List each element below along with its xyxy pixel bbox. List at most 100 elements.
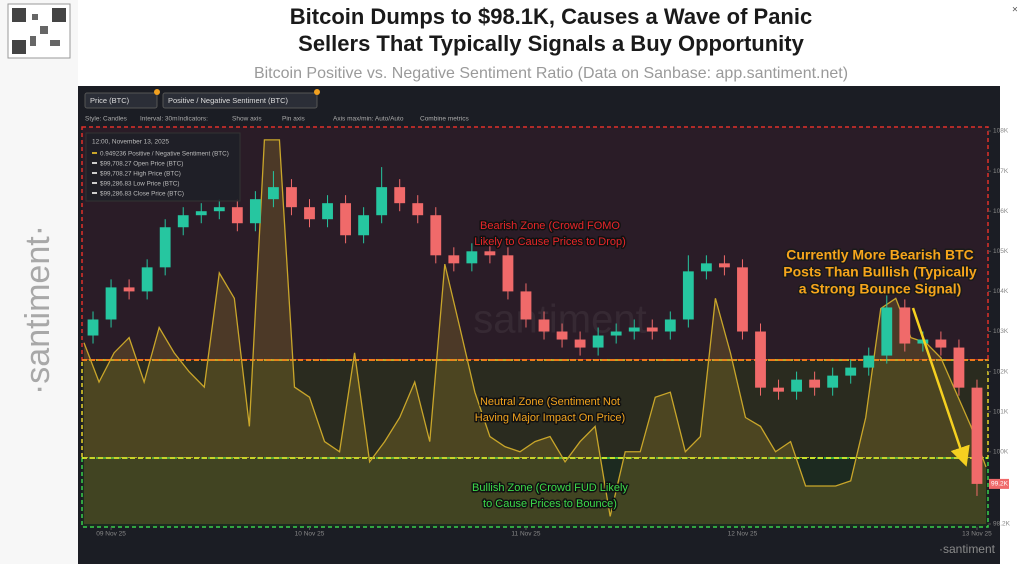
tooltip-swatch [92, 152, 97, 154]
annotation: Bullish Zone (Crowd FUD Likely [472, 482, 628, 494]
candle-body [538, 319, 550, 332]
candle-body [881, 307, 893, 356]
candle-body [195, 211, 207, 216]
current-price-label: 99.2K [991, 481, 1009, 488]
bullish-zone [81, 457, 989, 528]
annotation: Bearish Zone (Crowd FOMO [480, 220, 620, 232]
tooltip-row: $99,708.27 Open Price (BTC) [100, 161, 183, 168]
candle-body [286, 187, 297, 208]
annotation: Likely to Cause Prices to Drop) [474, 236, 626, 248]
candle-body [809, 379, 821, 388]
candle-body [863, 355, 875, 368]
tooltip-row: 0.949236 Positive / Negative Sentiment (… [100, 151, 229, 158]
candle-body [628, 327, 640, 332]
candle-body [231, 207, 243, 224]
candle-body [899, 307, 911, 344]
tab-dot [154, 89, 160, 95]
tooltip-row: $99,286.83 Close Price (BTC) [100, 191, 184, 198]
toolbar-item: Combine metrics [420, 116, 470, 123]
y-tick-label: 98.2K [993, 521, 1011, 528]
candle-body [827, 375, 839, 388]
candle-body [971, 387, 983, 484]
candle-body [773, 387, 784, 392]
y-tick-label: 102K [993, 368, 1009, 375]
tab[interactable] [84, 92, 158, 109]
y-tick-label: 101K [993, 408, 1009, 415]
candle-body [268, 187, 279, 200]
side-strip [0, 0, 78, 564]
y-tick-label: 105K [993, 248, 1009, 255]
candle-body [845, 367, 857, 376]
tab-label: Price (BTC) [90, 96, 130, 105]
y-tick-label: 104K [993, 288, 1009, 295]
candle-body [646, 327, 658, 332]
toolbar-item: Axis max/min: Auto/Auto [333, 116, 404, 123]
candle-body [484, 251, 496, 256]
candle-body [737, 267, 748, 332]
candle-body [917, 339, 929, 344]
plot: 98.2K 100K 101K 102K 103K 104K 105K 106K 107K 108… [83, 128, 1011, 538]
y-tick-label: 108K [993, 128, 1009, 135]
candle-body [556, 331, 568, 340]
toolbar-item: Style: Candles [85, 116, 128, 123]
toolbar-item: Interval: 30m [140, 116, 178, 123]
toolbar: Style: Candles Interval: 30m Indicators: Sh… [85, 116, 470, 123]
annotations: Bearish Zone (Crowd FOMO Likely to Cause… [471, 218, 979, 511]
callout: Posts Than Bullish (Typically [783, 264, 977, 280]
candle-body [358, 215, 370, 236]
toolbar-item: Pin axis [282, 116, 306, 123]
candle-body [177, 215, 189, 228]
toolbar-item: Indicators: [178, 116, 208, 123]
candle-body [322, 203, 333, 220]
candle-body [430, 215, 442, 256]
tab[interactable] [162, 92, 318, 109]
candle-body [755, 331, 766, 388]
candle-body [935, 339, 947, 348]
candle-body [682, 271, 694, 320]
candle-body [213, 207, 225, 212]
subtitle: Bitcoin Positive vs. Negative Sentiment … [254, 65, 848, 82]
candle-body [520, 291, 532, 320]
tooltip-swatch [92, 162, 97, 164]
y-tick-label: 107K [993, 168, 1009, 175]
candle-body [87, 319, 99, 336]
annotation: Having Major Impact On Price) [475, 412, 625, 424]
candle-body [141, 267, 153, 292]
candle-body [340, 203, 351, 236]
candle-body [953, 347, 965, 388]
corner-brand: ·santiment [939, 542, 996, 556]
title: Bitcoin Dumps to $98.1K, Causes a Wave o… [290, 4, 812, 29]
candle-body [502, 255, 514, 292]
candle-body [304, 207, 315, 220]
toolbar-item: Show axis [232, 116, 262, 123]
close-icon[interactable]: × [1012, 5, 1018, 16]
tooltip-row: $99,286.83 Low Price (BTC) [100, 181, 179, 188]
tab-dot [314, 89, 320, 95]
current-price-box [989, 478, 1009, 489]
sentiment-line [83, 139, 987, 517]
qr-code [7, 3, 71, 59]
side-brand: ·santiment· [19, 225, 57, 395]
candle-body [123, 287, 135, 292]
candle-body [719, 263, 730, 268]
y-tick-label: 103K [993, 328, 1009, 335]
x-tick-label: 09 Nov 25 [96, 531, 126, 538]
candle-body [466, 251, 478, 264]
title: Sellers That Typically Signals a Buy Opp… [298, 31, 804, 56]
candle-body [791, 379, 802, 392]
candle-body [105, 287, 117, 320]
candle-body [574, 339, 586, 348]
candle-body [412, 203, 424, 216]
y-tick-label: 100K [993, 449, 1009, 456]
tooltip-swatch [92, 172, 97, 174]
callout: Currently More Bearish BTC [786, 247, 973, 263]
sentiment-area [84, 139, 986, 524]
candle-body [700, 263, 712, 272]
candle-body [592, 335, 604, 348]
callout: a Strong Bounce Signal) [799, 281, 962, 297]
annotation: Neutral Zone (Sentiment Not [480, 396, 620, 408]
candle-body [610, 331, 622, 336]
arrow [911, 307, 970, 467]
candle-body [249, 199, 261, 224]
